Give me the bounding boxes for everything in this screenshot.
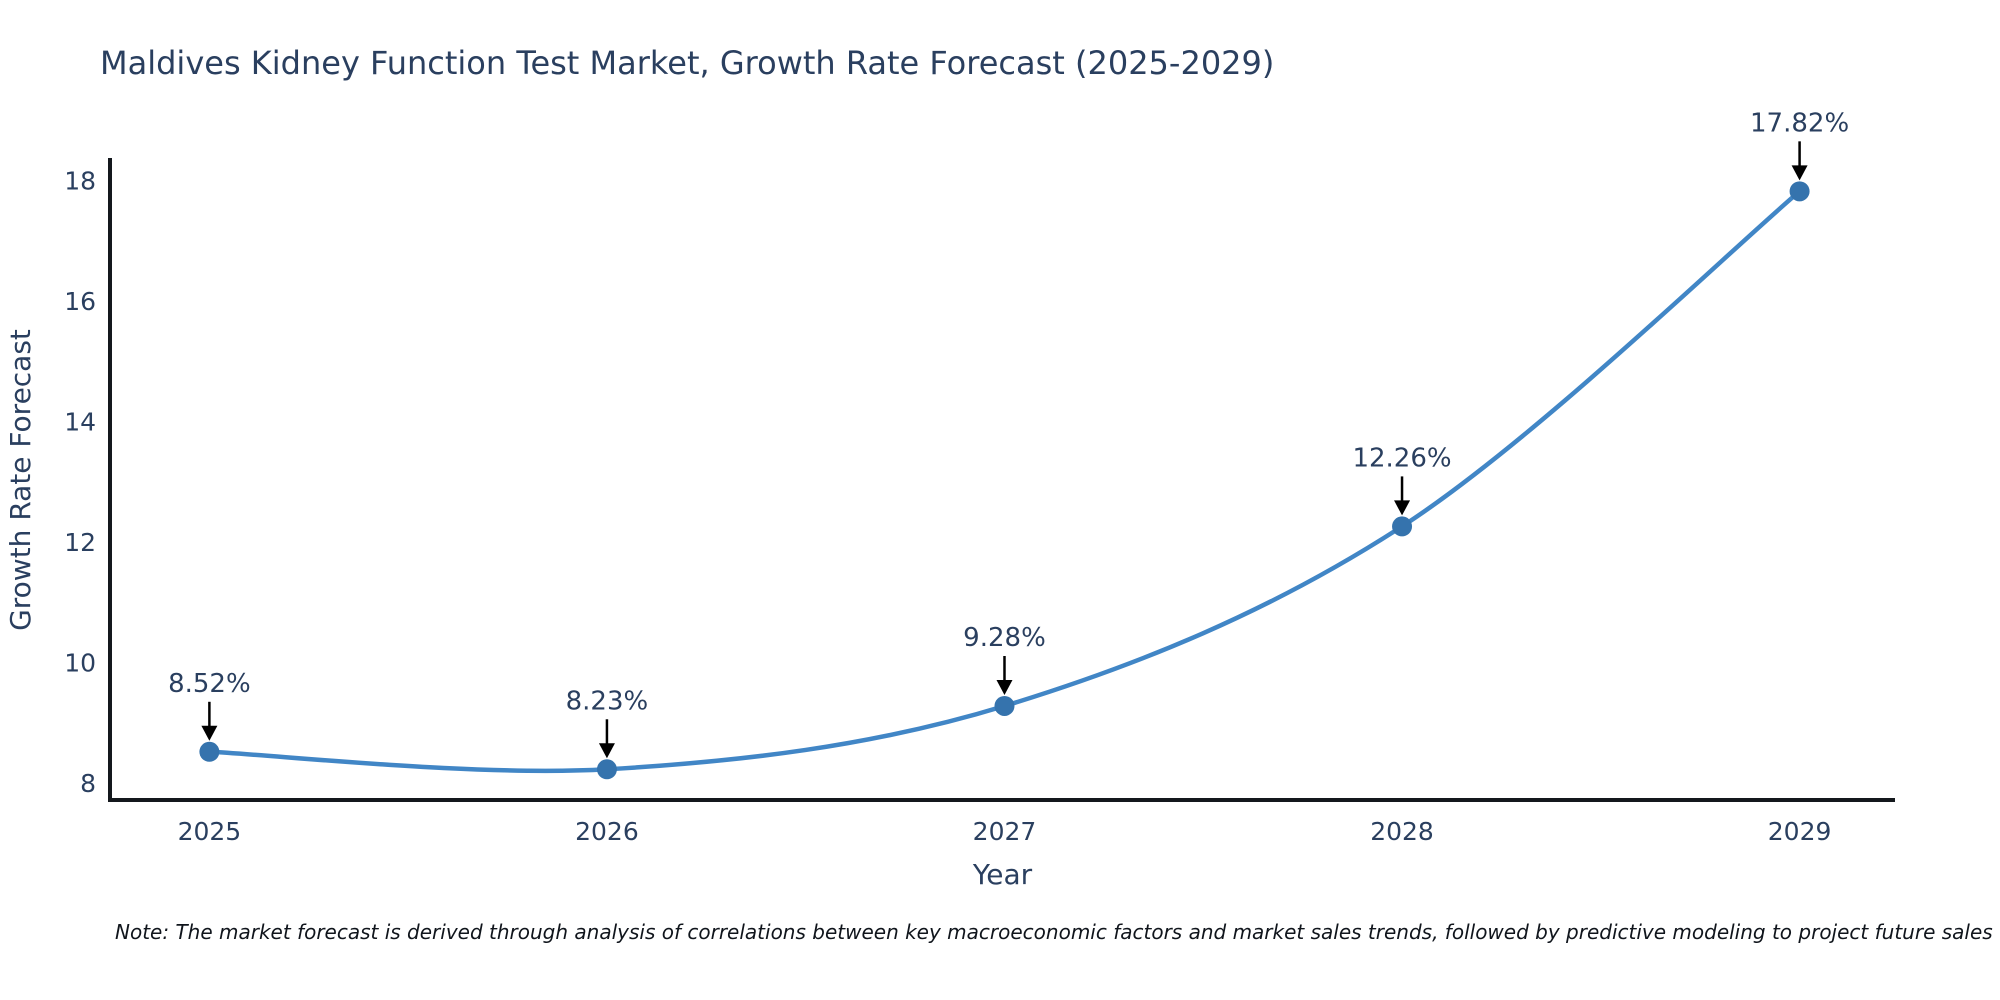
- data-point-marker: [199, 741, 220, 762]
- data-point-marker: [1789, 181, 1810, 202]
- y-tick-label: 8: [80, 769, 96, 798]
- y-tick-label: 14: [64, 408, 96, 437]
- annotation-arrowhead: [201, 725, 218, 741]
- data-point-label: 8.52%: [168, 669, 251, 699]
- data-point-marker: [1392, 516, 1413, 537]
- data-point-label: 8.23%: [566, 686, 649, 716]
- x-tick-label: 2026: [575, 817, 639, 846]
- data-point-marker: [994, 695, 1015, 716]
- x-tick-label: 2028: [1370, 817, 1434, 846]
- forecast-line: [207, 189, 1802, 774]
- data-point-label: 9.28%: [963, 623, 1046, 653]
- chart-title: Maldives Kidney Function Test Market, Gr…: [100, 44, 1275, 82]
- x-tick-label: 2025: [178, 817, 242, 846]
- y-tick-label: 12: [64, 528, 96, 557]
- x-tick-label: 2029: [1768, 817, 1832, 846]
- y-tick-label: 18: [64, 166, 96, 195]
- chart-footnote: Note: The market forecast is derived thr…: [115, 920, 1993, 944]
- data-point-marker: [596, 759, 617, 780]
- annotation-arrowhead: [1791, 165, 1808, 181]
- data-point-label: 17.82%: [1750, 108, 1849, 138]
- annotation-arrowhead: [1394, 500, 1411, 516]
- annotation-arrowhead: [598, 743, 615, 759]
- y-tick-label: 16: [64, 287, 96, 316]
- y-tick-label: 10: [64, 649, 96, 678]
- data-point-label: 12.26%: [1352, 443, 1451, 473]
- x-tick-label: 2027: [973, 817, 1037, 846]
- annotation-arrowhead: [996, 679, 1013, 695]
- y-axis-title: Growth Rate Forecast: [4, 329, 37, 631]
- x-axis-title: Year: [972, 858, 1033, 891]
